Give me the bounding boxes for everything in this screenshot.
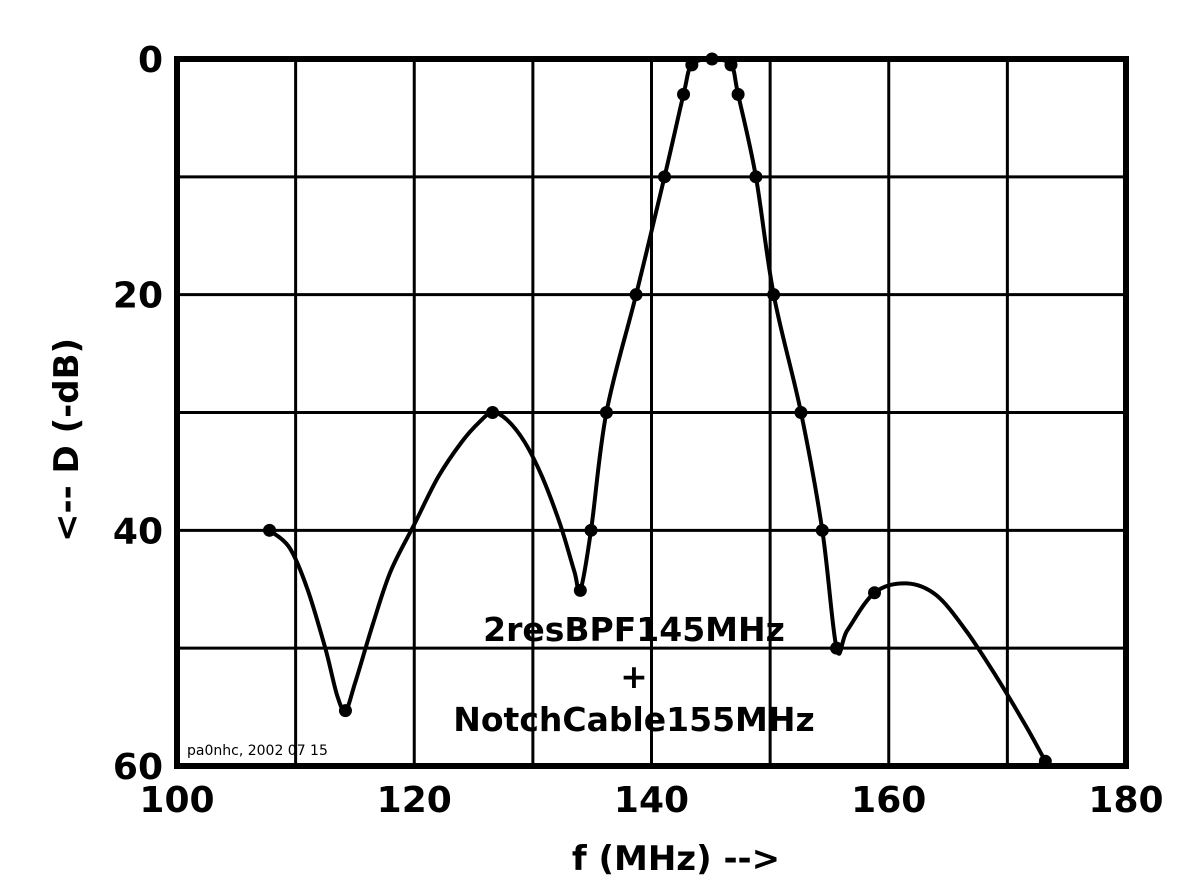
data-point bbox=[815, 523, 829, 537]
annotation-line-3: NotchCable155MHz bbox=[453, 700, 814, 739]
data-point bbox=[658, 170, 672, 184]
x-axis-ticks: 100 120 140 160 180 bbox=[139, 780, 1163, 821]
data-point bbox=[486, 406, 500, 419]
data-point bbox=[749, 170, 763, 184]
data-point bbox=[1038, 754, 1052, 768]
data-point bbox=[705, 52, 719, 66]
x-tick-label: 180 bbox=[1088, 780, 1163, 821]
data-point bbox=[338, 704, 352, 718]
data-point bbox=[584, 523, 598, 537]
data-point bbox=[767, 288, 781, 302]
y-axis-ticks: 0 20 40 60 bbox=[113, 40, 163, 788]
data-point bbox=[794, 406, 808, 419]
x-tick-label: 100 bbox=[139, 780, 214, 821]
x-axis-label: f (MHz) --> bbox=[572, 839, 780, 879]
grid bbox=[175, 57, 1128, 768]
data-point bbox=[830, 641, 844, 655]
data-point bbox=[599, 406, 613, 419]
data-point bbox=[677, 87, 691, 101]
data-point bbox=[868, 586, 882, 600]
x-tick-label: 160 bbox=[851, 780, 926, 821]
data-point bbox=[724, 58, 738, 72]
credit-text: pa0nhc, 2002 07 15 bbox=[187, 743, 328, 759]
x-tick-label: 140 bbox=[614, 780, 689, 821]
response-curve bbox=[267, 57, 1048, 764]
y-tick-label: 0 bbox=[138, 40, 163, 81]
y-tick-label: 20 bbox=[113, 276, 163, 317]
y-axis-label: <-- D (-dB) bbox=[47, 338, 87, 542]
data-point bbox=[731, 87, 745, 101]
y-tick-label: 40 bbox=[113, 511, 163, 552]
x-tick-label: 120 bbox=[377, 780, 452, 821]
annotation-line-1: 2resBPF145MHz bbox=[483, 610, 785, 649]
data-point bbox=[685, 58, 699, 72]
data-point bbox=[573, 583, 587, 597]
y-tick-label: 60 bbox=[113, 747, 163, 788]
plot-frame bbox=[174, 56, 1129, 769]
data-point bbox=[629, 288, 643, 302]
data-markers bbox=[263, 52, 1052, 768]
data-point bbox=[263, 523, 277, 537]
annotation-line-2: + bbox=[620, 657, 648, 696]
